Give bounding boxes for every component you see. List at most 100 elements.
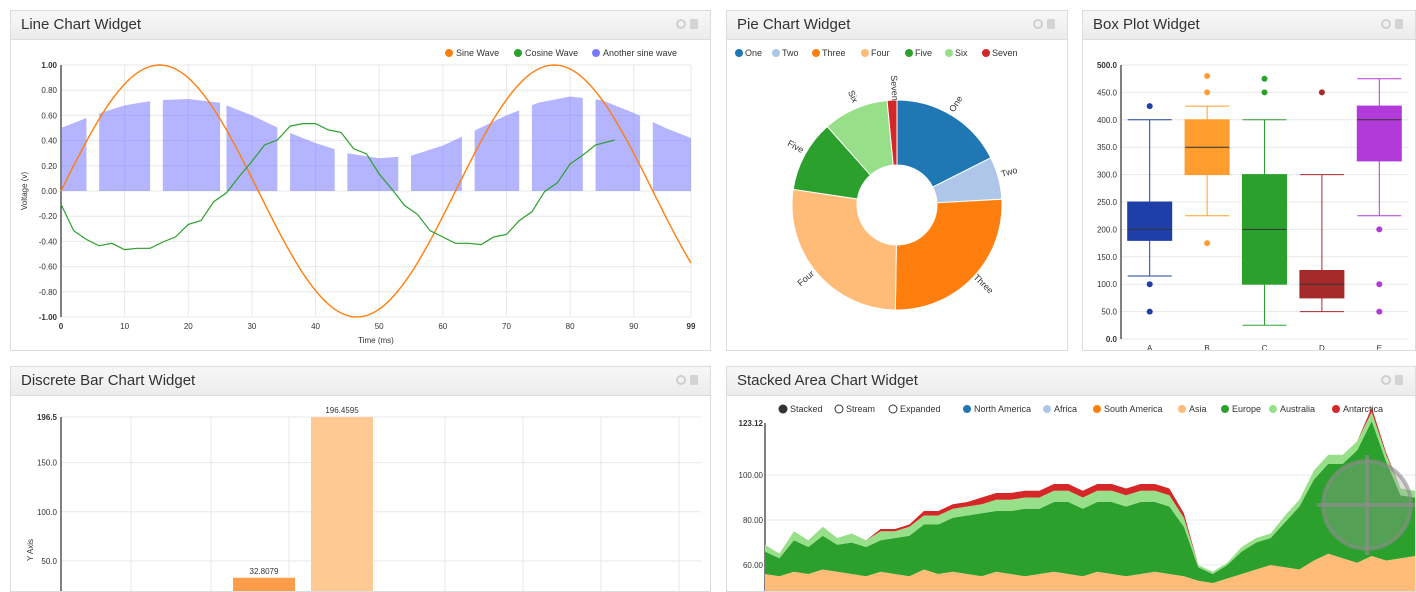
legend-label: One <box>745 48 762 58</box>
box-outlier <box>1204 240 1211 247</box>
y-tick-label: -0.40 <box>39 237 58 246</box>
pie-slice-label: Two <box>1000 165 1019 179</box>
legend-marker <box>445 49 453 57</box>
x-axis-label: Time (ms) <box>358 336 394 345</box>
line-chart: Sine Wave Cosine Wave Another sine wave 1.0… <box>20 48 696 345</box>
pie-slice <box>894 198 1003 311</box>
box-outlier <box>1146 281 1153 288</box>
widget-title: Pie Chart Widget <box>737 16 851 33</box>
widget-tools <box>1381 375 1407 387</box>
another-sine-area <box>474 110 520 191</box>
x-tick-label: 80 <box>566 322 575 331</box>
widget-header: Pie Chart Widget <box>727 11 1067 40</box>
gear-icon[interactable] <box>1033 19 1043 29</box>
y-tick-label: 100.00 <box>739 471 764 480</box>
x-tick-label: 0 <box>59 322 64 331</box>
sine-wave-line <box>60 64 692 318</box>
bar-value-label: 32.8079 <box>250 567 279 576</box>
trash-icon[interactable] <box>690 19 698 29</box>
box-outlier <box>1376 226 1383 233</box>
box-outlier <box>1204 89 1211 96</box>
control-radio <box>834 404 844 414</box>
gear-icon[interactable] <box>1381 19 1391 29</box>
legend-label: Five <box>915 48 932 58</box>
box-outlier <box>1376 281 1383 288</box>
widget-tools <box>676 375 702 387</box>
y-tick-label: -0.20 <box>39 212 58 221</box>
legend-label: South America <box>1104 404 1163 414</box>
another-sine-area <box>652 121 691 191</box>
pie-slice-label: Six <box>846 89 860 105</box>
gear-icon[interactable] <box>1381 375 1391 385</box>
y-tick-label: 0.40 <box>41 137 57 146</box>
legend-marker <box>772 49 780 57</box>
legend-marker <box>982 49 990 57</box>
another-sine-area <box>411 136 462 191</box>
widget-tools <box>676 19 702 31</box>
x-tick-label: D <box>1319 344 1325 350</box>
y-axis-label: Voltage (v) <box>20 172 29 211</box>
bar-chart-widget: Discrete Bar Chart Widget 196.5 150.0 100.… <box>10 366 711 592</box>
trash-icon[interactable] <box>690 375 698 385</box>
y-tick-label: 0.00 <box>41 187 57 196</box>
another-sine-area <box>226 105 278 191</box>
legend-marker <box>735 49 743 57</box>
legend-label: Two <box>782 48 799 58</box>
y-tick-label: 50.0 <box>41 557 57 566</box>
x-tick-label: B <box>1204 344 1209 350</box>
widget-tools <box>1033 19 1059 31</box>
y-axis-label: Y Axis <box>26 539 35 561</box>
legend-label: Seven <box>992 48 1018 58</box>
legend-label: Asia <box>1189 404 1207 414</box>
x-tick-label: 70 <box>502 322 511 331</box>
control-radio <box>888 404 898 414</box>
trash-icon[interactable] <box>1395 19 1403 29</box>
y-tick-label: 0.0 <box>1106 335 1118 344</box>
europe-area <box>765 421 1415 583</box>
pie-slice-label: Four <box>795 269 816 289</box>
x-tick-label: 90 <box>629 322 638 331</box>
legend-marker <box>861 49 869 57</box>
legend-marker <box>1093 405 1101 413</box>
antarctica-area <box>765 407 1415 572</box>
y-tick-label: 500.0 <box>1097 61 1118 70</box>
trash-icon[interactable] <box>1395 375 1403 385</box>
gear-icon[interactable] <box>676 375 686 385</box>
y-tick-label: 100.0 <box>1097 280 1118 289</box>
y-tick-label: 196.5 <box>37 413 58 422</box>
pie-slice-label: Five <box>786 138 806 155</box>
line-chart-widget: Line Chart Widget Sine Wave Cosine Wave An… <box>10 10 711 351</box>
stacked-area-widget: Stacked Area Chart Widget Stacked Stream E… <box>726 366 1416 592</box>
gear-icon[interactable] <box>676 19 686 29</box>
widget-title: Discrete Bar Chart Widget <box>21 372 196 389</box>
legend-label: Australia <box>1280 404 1315 414</box>
another-sine-area <box>162 99 221 191</box>
another-sine-area <box>290 133 335 191</box>
y-tick-label: 150.0 <box>37 459 58 468</box>
x-tick-label: 30 <box>247 322 256 331</box>
y-tick-label: 300.0 <box>1097 171 1118 180</box>
pie-slice <box>886 99 898 166</box>
legend-marker <box>963 405 971 413</box>
widget-title: Line Chart Widget <box>21 16 142 33</box>
legend-label: Six <box>955 48 968 58</box>
widget-tools <box>1381 19 1407 31</box>
box-outlier <box>1146 103 1153 110</box>
legend-marker <box>1178 405 1186 413</box>
pie-slice-label: Seven <box>889 75 900 101</box>
bar <box>311 417 373 591</box>
y-tick-label: 0.20 <box>41 162 57 171</box>
y-tick-label: 450.0 <box>1097 88 1118 97</box>
legend-label: Antarctica <box>1343 404 1383 414</box>
legend-label: Cosine Wave <box>525 48 578 58</box>
y-tick-label: 150.0 <box>1097 253 1118 262</box>
y-tick-label: 200.0 <box>1097 225 1118 234</box>
widget-title: Stacked Area Chart Widget <box>737 372 918 389</box>
y-tick-label: 0.60 <box>41 111 57 120</box>
box-outlier <box>1261 75 1268 82</box>
trash-icon[interactable] <box>1047 19 1055 29</box>
legend-marker <box>1269 405 1277 413</box>
box-outlier <box>1204 72 1211 79</box>
legend-marker <box>1043 405 1051 413</box>
